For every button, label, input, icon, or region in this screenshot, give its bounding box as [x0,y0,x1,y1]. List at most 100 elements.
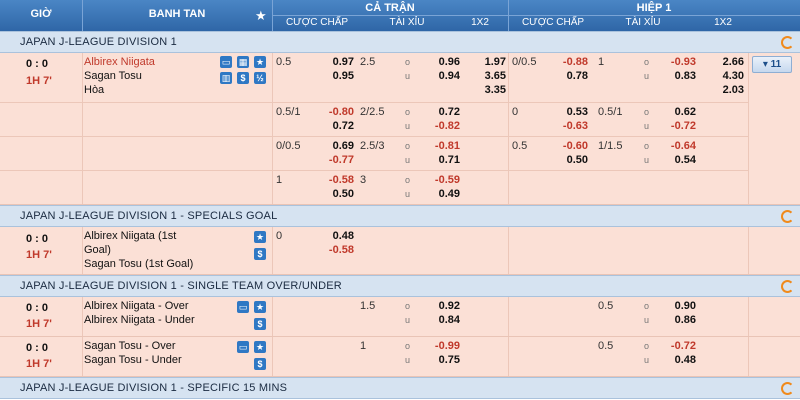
odds-home[interactable]: -0.80 [328,106,354,118]
under-mark: u [644,355,650,365]
dollar-icon[interactable]: $ [254,248,266,260]
match-score: 0 : 0 [26,302,49,314]
odds-1[interactable]: 1.97 [484,56,506,68]
h1-odds-under[interactable]: 0.83 [674,70,696,82]
under-mark: u [405,155,411,165]
odds-over[interactable]: 0.72 [438,106,460,118]
home-team[interactable]: Albirex Niigata [84,56,155,68]
odds-away[interactable]: -0.77 [328,154,354,166]
dollar-icon[interactable]: $ [254,318,266,330]
h1-odds-2[interactable]: 4.30 [722,70,744,82]
refresh-icon[interactable] [781,36,794,49]
odds-over[interactable]: -0.81 [434,140,460,152]
league-header[interactable]: JAPAN J-LEAGUE DIVISION 1 - SPECIFIC 15 … [0,377,800,399]
odds-under[interactable]: -0.82 [434,120,460,132]
h1-odds-over[interactable]: 0.62 [674,106,696,118]
odds-home[interactable]: 0.48 [332,230,354,242]
under-mark: u [405,71,411,81]
home-team[interactable]: Albirex Niigata (1st [84,230,177,242]
h1-odds-over[interactable]: 0.90 [674,300,696,312]
ou-line: 3 [360,174,367,186]
h1-odds-over[interactable]: -0.93 [670,56,696,68]
h1-ou-line: 0.5 [598,340,614,352]
home-team[interactable]: Albirex Niigata - Over [84,300,189,312]
refresh-icon[interactable] [781,210,794,223]
odds-away[interactable]: -0.58 [328,244,354,256]
odds-home[interactable]: 0.69 [332,140,354,152]
odds-icon[interactable]: ½ [254,72,266,84]
under-mark: u [644,315,650,325]
tv-icon[interactable]: ▭ [237,301,249,313]
star-icon[interactable]: ★ [254,341,266,353]
star-icon[interactable]: ★ [254,56,266,68]
chart-icon[interactable]: ▦ [237,56,249,68]
league-header[interactable]: JAPAN J-LEAGUE DIVISION 1 - SPECIALS GOA… [0,205,800,227]
tv-icon[interactable]: ▭ [220,56,232,68]
odds-away[interactable]: 0.72 [332,120,354,132]
h1-odds-home[interactable]: -0.88 [562,56,588,68]
home-team-cont[interactable]: Goal) [84,244,111,256]
odds-2[interactable]: 3.65 [484,70,506,82]
odds-over[interactable]: 0.92 [438,300,460,312]
league-header[interactable]: JAPAN J-LEAGUE DIVISION 1 - SINGLE TEAM … [0,275,800,297]
over-mark: o [405,341,411,351]
h1-odds-under[interactable]: 0.86 [674,314,696,326]
odds-home[interactable]: 0.97 [332,56,354,68]
odds-under[interactable]: 0.94 [438,70,460,82]
odds-under[interactable]: 0.84 [438,314,460,326]
more-bets-button[interactable]: ▾ 11 [752,56,792,73]
dollar-icon[interactable]: $ [254,358,266,370]
odds-away[interactable]: 0.95 [332,70,354,82]
h1-odds-away[interactable]: 0.50 [566,154,588,166]
over-mark: o [644,301,650,311]
match-row: 0 : 0 1H 7' Sagan Tosu - Over Sagan Tosu… [0,337,800,377]
star-icon[interactable]: ★ [255,8,267,23]
h1-odds-home[interactable]: -0.60 [562,140,588,152]
league-title: JAPAN J-LEAGUE DIVISION 1 - SINGLE TEAM … [20,280,342,292]
h1-odds-home[interactable]: 0.53 [566,106,588,118]
league-header[interactable]: JAPAN J-LEAGUE DIVISION 1 [0,31,800,53]
odds-under[interactable]: 0.49 [438,188,460,200]
odds-away[interactable]: 0.50 [332,188,354,200]
odds-x[interactable]: 3.35 [484,84,506,96]
h1-odds-under[interactable]: -0.72 [670,120,696,132]
h1-odds-1[interactable]: 2.66 [722,56,744,68]
h1-odds-under[interactable]: 0.48 [674,354,696,366]
away-team[interactable]: Albirex Niigata - Under [84,314,195,326]
h1-odds-under[interactable]: 0.54 [674,154,696,166]
h1-odds-over[interactable]: -0.72 [670,340,696,352]
odds-under[interactable]: 0.71 [438,154,460,166]
odds-under[interactable]: 0.75 [438,354,460,366]
refresh-icon[interactable] [781,280,794,293]
over-mark: o [405,175,411,185]
away-team[interactable]: Sagan Tosu - Under [84,354,182,366]
h1-odds-away[interactable]: -0.63 [562,120,588,132]
over-mark: o [644,107,650,117]
tv-icon[interactable]: ▭ [237,341,249,353]
draw-label: Hòa [84,84,105,96]
odds-home[interactable]: -0.58 [328,174,354,186]
odds-over[interactable]: -0.59 [434,174,460,186]
star-icon[interactable]: ★ [254,301,266,313]
match-time: 1H 7' [26,318,52,330]
dollar-icon[interactable]: $ [237,72,249,84]
odds-table-header: GIỜ BANH TAN ★ CẢ TRẬN HIỆP 1 CƯỢC CHẤP … [0,0,800,31]
h1-odds-x[interactable]: 2.03 [722,84,744,96]
home-team[interactable]: Sagan Tosu - Over [84,340,176,352]
h1-odds-away[interactable]: 0.78 [566,70,588,82]
league-title: JAPAN J-LEAGUE DIVISION 1 - SPECIFIC 15 … [20,382,288,394]
1x2-header: 1X2 [471,17,489,28]
odds-over[interactable]: 0.96 [438,56,460,68]
match-score: 0 : 0 [26,342,49,354]
star-icon[interactable]: ★ [254,231,266,243]
h1-odds-over[interactable]: -0.64 [670,140,696,152]
stats-icon[interactable]: ▥ [220,72,232,84]
odds-over[interactable]: -0.99 [434,340,460,352]
match-row: 0 : 0 1H 7' Albirex Niigata - Over Albir… [0,297,800,337]
over-mark: o [405,141,411,151]
h1-1x2-header: 1X2 [714,17,732,28]
league-title: JAPAN J-LEAGUE DIVISION 1 - SPECIALS GOA… [20,210,278,222]
refresh-icon[interactable] [781,382,794,395]
away-team[interactable]: Sagan Tosu [84,70,142,82]
away-team[interactable]: Sagan Tosu (1st Goal) [84,258,194,270]
